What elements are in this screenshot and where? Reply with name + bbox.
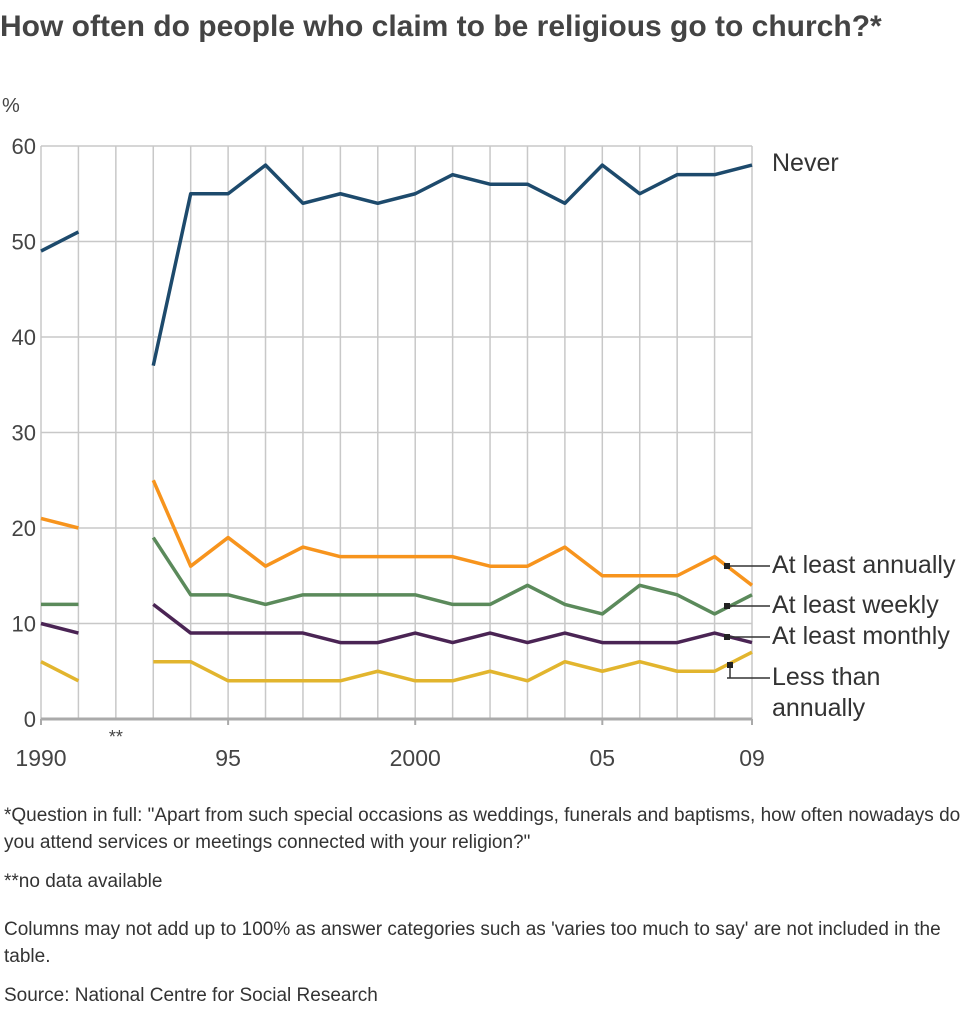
x-tick-label: 05 bbox=[590, 745, 616, 771]
series-label: Less than annually bbox=[772, 663, 881, 722]
x-tick-label: 95 bbox=[215, 745, 241, 771]
leader-dot bbox=[724, 603, 730, 609]
series-line bbox=[40, 230, 80, 253]
x-tick-label: 1990 bbox=[15, 745, 66, 771]
y-tick-label: 0 bbox=[24, 707, 36, 732]
source: Source: National Centre for Social Resea… bbox=[4, 985, 378, 1006]
series-line bbox=[40, 660, 80, 683]
y-tick-label: 20 bbox=[12, 516, 36, 541]
annotation: ** bbox=[109, 727, 123, 747]
footnote: *Question in full: "Apart from such spec… bbox=[4, 805, 961, 853]
y-tick-label: 40 bbox=[12, 325, 36, 350]
series-label: Never bbox=[772, 149, 839, 177]
y-tick-label: 30 bbox=[12, 421, 36, 446]
footnote: **no data available bbox=[4, 871, 163, 892]
x-tick-label: 09 bbox=[739, 745, 765, 771]
series-line bbox=[40, 621, 79, 635]
leader-dot bbox=[724, 634, 730, 640]
x-tick-label: 2000 bbox=[390, 745, 441, 771]
leader-dot bbox=[724, 563, 730, 569]
series-line bbox=[40, 516, 79, 530]
series-line bbox=[151, 479, 754, 587]
chart-title: How often do people who claim to be reli… bbox=[0, 10, 882, 43]
y-tick-label: 10 bbox=[12, 612, 36, 637]
series-line bbox=[152, 603, 753, 645]
y-tick-label: 60 bbox=[12, 134, 36, 159]
series-line bbox=[151, 163, 753, 367]
leader-dot bbox=[727, 662, 733, 668]
y-axis-label: % bbox=[2, 95, 20, 117]
footnote: Columns may not add up to 100% as answer… bbox=[4, 919, 941, 967]
chart: How often do people who claim to be reli… bbox=[0, 10, 882, 771]
series-label: At least annually bbox=[772, 551, 956, 579]
series-line bbox=[151, 536, 753, 616]
series-line bbox=[153, 650, 753, 683]
series-label: At least weekly bbox=[772, 591, 939, 619]
series-label: At least monthly bbox=[772, 622, 950, 650]
y-tick-label: 50 bbox=[12, 230, 36, 255]
